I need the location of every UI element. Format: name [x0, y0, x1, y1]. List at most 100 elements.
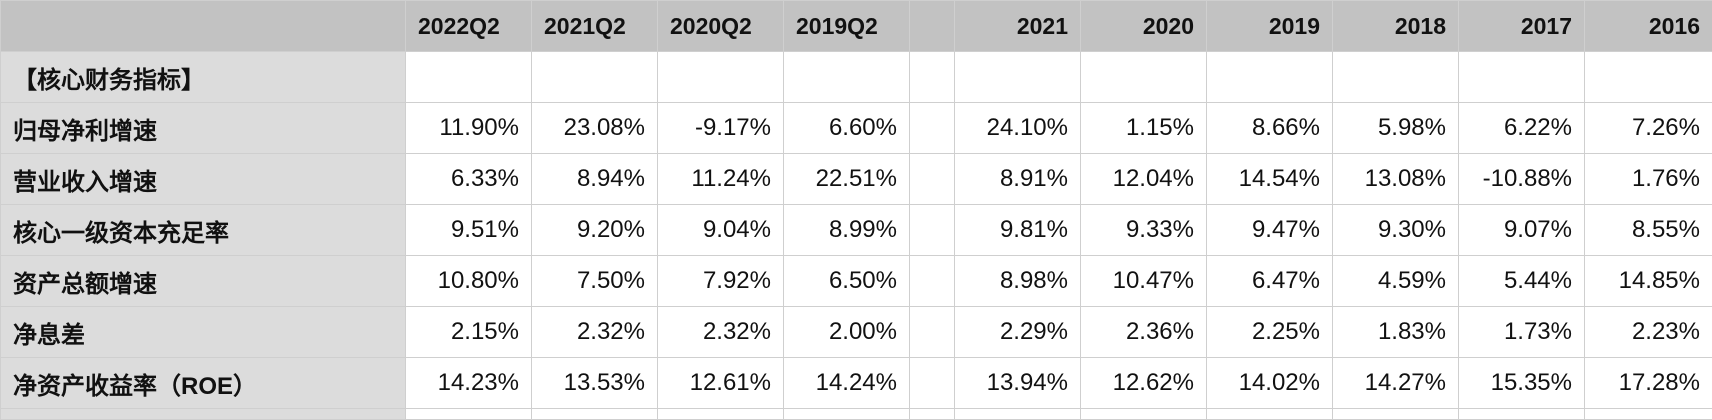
value-cell[interactable]: 8.94% — [532, 154, 658, 205]
row-label[interactable]: 归母净利增速 — [1, 103, 406, 154]
value-cell[interactable]: 8.99% — [784, 205, 910, 256]
row-label[interactable]: 净资产收益率（ROE） — [1, 358, 406, 409]
empty-cell[interactable] — [910, 358, 955, 409]
value-cell[interactable]: 17.28% — [1585, 358, 1712, 409]
column-header[interactable]: 2016 — [1585, 1, 1712, 52]
value-cell[interactable]: 13.94% — [955, 358, 1081, 409]
table-row: 净资产收益率（ROE）14.23%13.53%12.61%14.24% 13.94… — [1, 358, 1712, 409]
value-cell[interactable]: 4.59% — [1333, 256, 1459, 307]
value-cell[interactable]: 6.60% — [784, 103, 910, 154]
value-cell[interactable]: 23.08% — [532, 103, 658, 154]
column-header[interactable]: 2021Q2 — [532, 1, 658, 52]
column-header-spacer[interactable] — [910, 1, 955, 52]
value-cell[interactable]: 9.81% — [955, 205, 1081, 256]
value-cell[interactable]: 7.50% — [532, 256, 658, 307]
empty-cell[interactable] — [406, 52, 532, 103]
value-cell[interactable]: 14.02% — [1207, 358, 1333, 409]
empty-cell[interactable] — [955, 52, 1081, 103]
value-cell[interactable]: 14.27% — [1333, 358, 1459, 409]
value-cell[interactable]: 9.47% — [1207, 205, 1333, 256]
row-label[interactable]: 资产总额增速 — [1, 256, 406, 307]
value-cell[interactable]: 12.61% — [658, 358, 784, 409]
empty-cell[interactable] — [1207, 52, 1333, 103]
value-cell[interactable]: 2.32% — [532, 307, 658, 358]
value-cell[interactable]: 12.62% — [1081, 358, 1207, 409]
value-cell[interactable]: 9.30% — [1333, 205, 1459, 256]
value-cell[interactable]: 9.07% — [1459, 205, 1585, 256]
empty-cell[interactable] — [1459, 52, 1585, 103]
value-cell[interactable]: 1.76% — [1585, 154, 1712, 205]
value-cell[interactable]: 9.20% — [532, 205, 658, 256]
value-cell[interactable]: 8.66% — [1207, 103, 1333, 154]
value-cell[interactable]: 1.15% — [1081, 103, 1207, 154]
empty-cell[interactable] — [910, 307, 955, 358]
empty-cell[interactable] — [910, 154, 955, 205]
value-cell[interactable]: 2.36% — [1081, 307, 1207, 358]
value-cell[interactable]: 8.55% — [1585, 205, 1712, 256]
empty-cell[interactable] — [1333, 52, 1459, 103]
value-cell[interactable]: 9.04% — [658, 205, 784, 256]
value-cell[interactable]: 6.33% — [406, 154, 532, 205]
empty-cell[interactable] — [532, 52, 658, 103]
value-cell[interactable]: 2.15% — [406, 307, 532, 358]
value-cell[interactable]: 6.47% — [1207, 256, 1333, 307]
corner-cell[interactable] — [1, 1, 406, 52]
value-cell[interactable]: 10.80% — [406, 256, 532, 307]
column-header[interactable]: 2020 — [1081, 1, 1207, 52]
value-cell[interactable]: 8.91% — [955, 154, 1081, 205]
column-header[interactable]: 2019Q2 — [784, 1, 910, 52]
empty-cell[interactable] — [910, 205, 955, 256]
empty-cell[interactable] — [910, 256, 955, 307]
value-cell[interactable]: 7.26% — [1585, 103, 1712, 154]
value-cell[interactable]: 24.10% — [955, 103, 1081, 154]
empty-cell[interactable] — [784, 52, 910, 103]
value-cell[interactable]: 5.44% — [1459, 256, 1585, 307]
value-cell[interactable]: 2.23% — [1585, 307, 1712, 358]
empty-cell[interactable] — [910, 103, 955, 154]
row-label[interactable]: 营业收入增速 — [1, 154, 406, 205]
value-cell[interactable]: 2.29% — [955, 307, 1081, 358]
row-label[interactable]: 净息差 — [1, 307, 406, 358]
value-cell[interactable]: 2.25% — [1207, 307, 1333, 358]
section-title[interactable]: 【核心财务指标】 — [1, 52, 406, 103]
value-cell[interactable]: 13.08% — [1333, 154, 1459, 205]
empty-cell[interactable] — [1081, 52, 1207, 103]
value-cell[interactable]: -10.88% — [1459, 154, 1585, 205]
value-cell[interactable]: 1.83% — [1333, 307, 1459, 358]
value-cell[interactable]: 12.04% — [1081, 154, 1207, 205]
value-cell[interactable]: 10.47% — [1081, 256, 1207, 307]
empty-cell[interactable] — [658, 52, 784, 103]
value-cell[interactable]: 22.51% — [784, 154, 910, 205]
value-cell[interactable]: 2.32% — [658, 307, 784, 358]
column-header[interactable]: 2017 — [1459, 1, 1585, 52]
value-cell[interactable]: 6.22% — [1459, 103, 1585, 154]
value-cell[interactable]: 7.92% — [658, 256, 784, 307]
value-cell[interactable]: 9.51% — [406, 205, 532, 256]
value-cell[interactable]: -9.17% — [658, 103, 784, 154]
value-cell[interactable]: 13.53% — [532, 358, 658, 409]
value-cell[interactable]: 2.00% — [784, 307, 910, 358]
value-cell[interactable]: 14.24% — [784, 358, 910, 409]
column-header[interactable]: 2020Q2 — [658, 1, 784, 52]
value-cell[interactable]: 14.85% — [1585, 256, 1712, 307]
empty-cell[interactable] — [1585, 52, 1712, 103]
row-label[interactable]: 核心一级资本充足率 — [1, 205, 406, 256]
value-cell[interactable]: 8.98% — [955, 256, 1081, 307]
column-header[interactable]: 2021 — [955, 1, 1081, 52]
value-cell[interactable]: 1.73% — [1459, 307, 1585, 358]
column-header[interactable]: 2019 — [1207, 1, 1333, 52]
value-cell[interactable]: 11.90% — [406, 103, 532, 154]
value-cell[interactable]: 15.35% — [1459, 358, 1585, 409]
value-cell[interactable]: 14.54% — [1207, 154, 1333, 205]
column-header[interactable]: 2018 — [1333, 1, 1459, 52]
value-cell[interactable]: 6.50% — [784, 256, 910, 307]
column-header[interactable]: 2022Q2 — [406, 1, 532, 52]
value-cell[interactable]: 14.23% — [406, 358, 532, 409]
value-cell[interactable]: 9.33% — [1081, 205, 1207, 256]
value-cell[interactable]: 11.24% — [658, 154, 784, 205]
value-cell[interactable]: 5.98% — [1333, 103, 1459, 154]
empty-cell[interactable] — [910, 52, 955, 103]
